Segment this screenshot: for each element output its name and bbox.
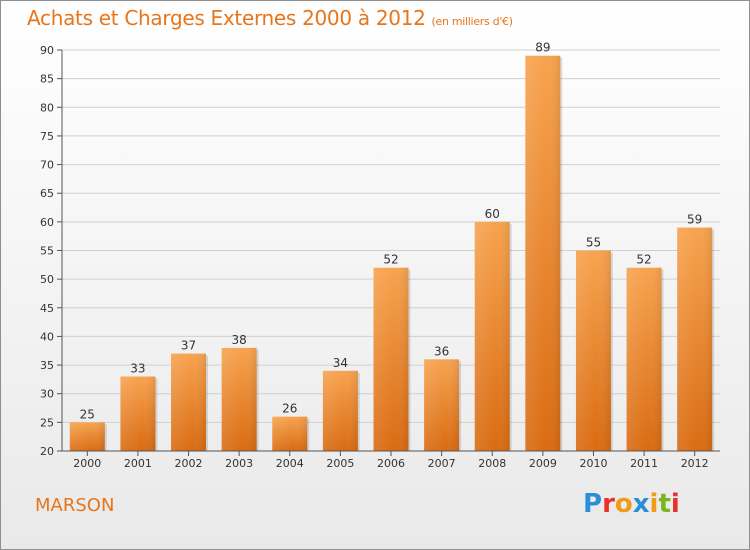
bar-value-label: 55 [586, 236, 601, 250]
x-tick-label: 2011 [630, 457, 658, 470]
bar-value-label: 38 [232, 333, 247, 347]
bar-value-label: 33 [130, 362, 145, 376]
bar-highlight [171, 353, 207, 451]
logo-letter: i [670, 489, 680, 519]
x-tick-label: 2003 [225, 457, 253, 470]
logo-letter: x [632, 489, 650, 519]
x-tick-label: 2006 [377, 457, 405, 470]
y-tick-label: 25 [40, 416, 54, 429]
bar-value-label: 52 [383, 253, 398, 267]
proxiti-logo: Proxiti [583, 489, 680, 519]
x-tick-label: 2000 [73, 457, 101, 470]
bar-value-label: 52 [636, 253, 651, 267]
y-tick-label: 55 [40, 245, 54, 258]
logo-letter: P [583, 489, 603, 519]
bar-value-label: 25 [80, 407, 95, 421]
y-tick-label: 75 [40, 130, 54, 143]
bar-value-label: 34 [333, 356, 348, 370]
x-tick-label: 2008 [478, 457, 506, 470]
y-tick-label: 70 [40, 159, 54, 172]
bars: 25 33 37 38 26 34 52 36 60 89 55 52 59 [69, 41, 715, 451]
x-tick-label: 2004 [276, 457, 304, 470]
bar-highlight [322, 370, 358, 451]
bar-value-label: 37 [181, 339, 196, 353]
bar-highlight [373, 267, 409, 451]
chart-title-text: Achats et Charges Externes 2000 à 2012 [27, 6, 426, 30]
y-tick-label: 50 [40, 273, 54, 286]
logo-letter: t [658, 489, 671, 519]
y-tick-label: 65 [40, 187, 54, 200]
x-axis: 2000 2001 2002 2003 2004 2005 2006 2007 2008 2009… [62, 450, 720, 470]
x-tick-label: 2005 [326, 457, 354, 470]
x-tick-label: 2010 [579, 457, 607, 470]
bar-highlight [575, 250, 611, 451]
chart-title: Achats et Charges Externes 2000 à 2012 (e… [27, 6, 513, 30]
y-tick-label: 20 [40, 445, 54, 458]
y-axis: 20 25 30 35 40 45 50 55 60 65 70 75 80 85 90 [40, 44, 63, 458]
bar-value-label: 26 [282, 402, 297, 416]
bar-highlight [120, 376, 156, 451]
x-tick-label: 2001 [124, 457, 152, 470]
bar-highlight [221, 347, 257, 451]
x-tick-label: 2007 [428, 457, 456, 470]
bar-value-label: 59 [687, 213, 702, 227]
logo-letter: o [614, 489, 633, 519]
logo-letter: r [602, 489, 615, 519]
y-tick-label: 60 [40, 216, 54, 229]
bar-highlight [677, 227, 713, 451]
bar-value-label: 89 [535, 41, 550, 55]
chart-unit: (en milliers d'€) [431, 15, 513, 28]
y-tick-label: 30 [40, 388, 54, 401]
bar-highlight [272, 416, 308, 451]
y-tick-label: 35 [40, 359, 54, 372]
bar-value-label: 60 [485, 207, 500, 221]
bar-highlight [424, 359, 460, 451]
bar-highlight [626, 267, 662, 451]
y-tick-label: 85 [40, 73, 54, 86]
logo-letter: i [649, 489, 659, 519]
bar-value-label: 36 [434, 344, 449, 358]
y-tick-label: 40 [40, 330, 54, 343]
x-tick-label: 2009 [529, 457, 557, 470]
city-name: MARSON [35, 495, 115, 516]
y-tick-label: 90 [40, 44, 54, 57]
y-tick-label: 45 [40, 302, 54, 315]
bar-highlight [525, 55, 561, 451]
y-tick-label: 80 [40, 101, 54, 114]
bar-highlight [474, 221, 510, 451]
x-tick-label: 2012 [681, 457, 709, 470]
bar-highlight [69, 422, 105, 451]
x-tick-label: 2002 [175, 457, 203, 470]
